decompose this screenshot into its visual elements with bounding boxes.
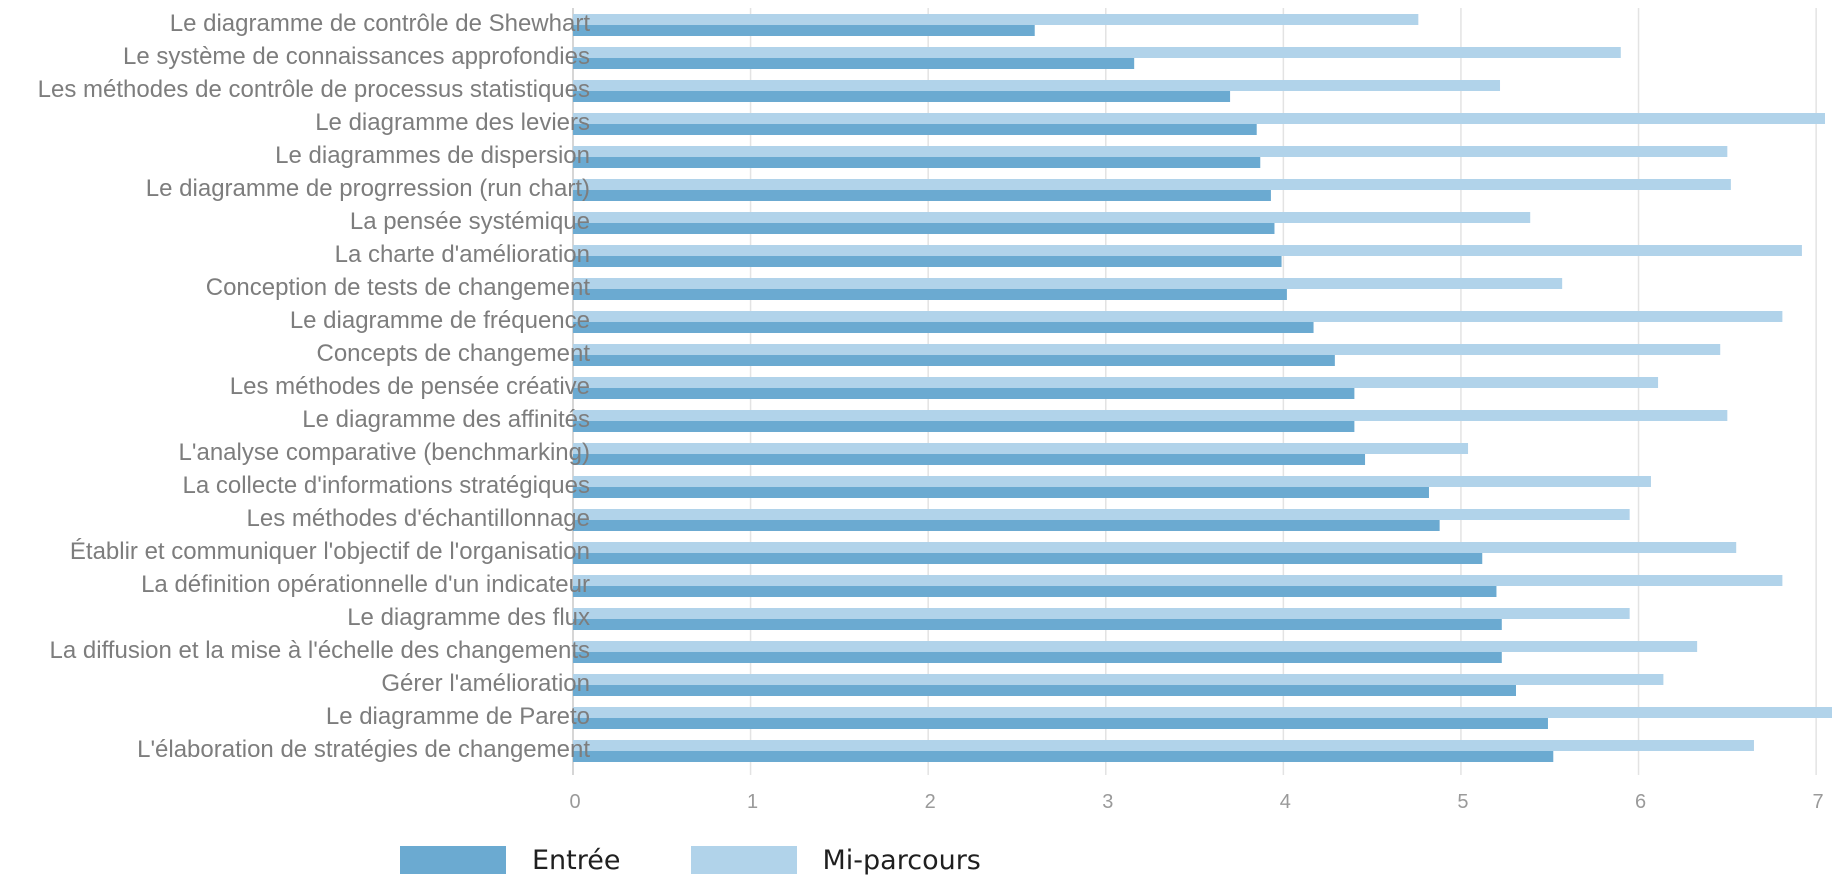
- category-label: Le diagramme de Pareto: [326, 703, 590, 730]
- bar-entree: [573, 289, 1287, 300]
- bar-mi-parcours: [573, 278, 1563, 289]
- bar-mi-parcours: [573, 608, 1630, 619]
- bar-entree: [573, 487, 1429, 498]
- legend-swatch-entree: [400, 846, 506, 874]
- bar-mi-parcours: [573, 80, 1501, 91]
- bar-mi-parcours: [573, 212, 1531, 223]
- bar-entree: [573, 25, 1035, 36]
- category-label: Le diagramme des affinités: [302, 406, 590, 433]
- x-tick-label: 5: [1457, 791, 1468, 813]
- category-label: Le diagramme des leviers: [315, 109, 590, 136]
- bar-entree: [573, 322, 1314, 333]
- bar-mi-parcours: [573, 443, 1469, 454]
- bar-entree: [573, 454, 1366, 465]
- category-label: Les méthodes d'échantillonnage: [247, 505, 591, 532]
- bar-entree: [573, 190, 1271, 201]
- category-label: Concepts de changement: [316, 340, 590, 367]
- x-axis-ticks: 0 1 2 3 4 5 6 7: [569, 791, 1823, 813]
- category-label: L'élaboration de stratégies de changemen…: [137, 736, 590, 763]
- bar-entree: [573, 586, 1497, 597]
- x-tick-label: 1: [747, 791, 758, 813]
- bar-mi-parcours: [573, 14, 1419, 25]
- legend-label-mi-parcours: Mi-parcours: [822, 844, 981, 876]
- category-label: La collecte d'informations stratégiques: [183, 472, 590, 499]
- bar-entree: [573, 124, 1257, 135]
- bar-entree: [573, 91, 1231, 102]
- bar-mi-parcours: [573, 575, 1783, 586]
- bar-mi-parcours: [573, 179, 1731, 190]
- bars: [573, 14, 1832, 762]
- bar-mi-parcours: [573, 377, 1659, 388]
- bar-entree: [573, 718, 1548, 729]
- bar-mi-parcours: [573, 410, 1728, 421]
- legend-item-mi-parcours: Mi-parcours: [690, 844, 981, 876]
- category-labels: Le diagramme de contrôle de Shewhart Le s…: [38, 10, 591, 763]
- legend-swatch-mi-parcours: [690, 846, 797, 874]
- bar-mi-parcours: [573, 740, 1754, 751]
- bar-entree: [573, 355, 1335, 366]
- bar-entree: [573, 421, 1355, 432]
- bar-mi-parcours: [573, 641, 1698, 652]
- category-label: La définition opérationnelle d'un indica…: [141, 571, 590, 598]
- bar-entree: [573, 256, 1282, 267]
- bar-mi-parcours: [573, 47, 1621, 58]
- x-tick-label: 0: [569, 791, 580, 813]
- category-label: Le système de connaissances approfondies: [123, 43, 590, 70]
- bar-entree: [573, 520, 1440, 531]
- x-tick-label: 6: [1635, 791, 1646, 813]
- category-label: Conception de tests de changement: [206, 274, 591, 301]
- category-label: Le diagramme de fréquence: [290, 307, 590, 334]
- bar-entree: [573, 157, 1261, 168]
- bar-entree: [573, 388, 1355, 399]
- bar-mi-parcours: [573, 344, 1721, 355]
- bar-mi-parcours: [573, 146, 1728, 157]
- category-label: L'analyse comparative (benchmarking): [179, 439, 590, 466]
- bar-mi-parcours: [573, 245, 1802, 256]
- x-tick-label: 4: [1280, 791, 1291, 813]
- x-tick-label: 7: [1813, 791, 1824, 813]
- bar-mi-parcours: [573, 674, 1664, 685]
- category-label: La charte d'amélioration: [335, 241, 590, 268]
- bar-entree: [573, 652, 1502, 663]
- bar-entree: [573, 751, 1554, 762]
- bar-mi-parcours: [573, 707, 1832, 718]
- category-label: Les méthodes de pensée créative: [230, 373, 590, 400]
- legend-item-entree: Entrée: [400, 845, 621, 876]
- category-label: Le diagramme de progrression (run chart): [146, 175, 590, 202]
- category-label: Le diagramme des flux: [347, 604, 590, 631]
- category-label: Le diagrammes de dispersion: [275, 142, 590, 169]
- category-label: La pensée systémique: [350, 208, 590, 235]
- bar-mi-parcours: [573, 113, 1825, 124]
- category-label: Le diagramme de contrôle de Shewhart: [170, 10, 591, 37]
- bar-entree: [573, 685, 1516, 696]
- category-label: Gérer l'amélioration: [381, 670, 590, 697]
- bar-mi-parcours: [573, 542, 1737, 553]
- category-label: La diffusion et la mise à l'échelle des …: [50, 637, 590, 664]
- bar-mi-parcours: [573, 509, 1630, 520]
- bar-entree: [573, 553, 1483, 564]
- legend: Entrée Mi-parcours: [400, 840, 1051, 880]
- x-tick-label: 3: [1102, 791, 1113, 813]
- bar-entree: [573, 223, 1275, 234]
- category-label: Les méthodes de contrôle de processus st…: [38, 76, 590, 103]
- bar-mi-parcours: [573, 311, 1783, 322]
- x-tick-label: 2: [925, 791, 936, 813]
- category-label: Établir et communiquer l'objectif de l'o…: [70, 538, 590, 565]
- legend-label-entree: Entrée: [532, 844, 621, 876]
- bar-entree: [573, 619, 1502, 630]
- bar-mi-parcours: [573, 476, 1651, 487]
- bar-entree: [573, 58, 1135, 69]
